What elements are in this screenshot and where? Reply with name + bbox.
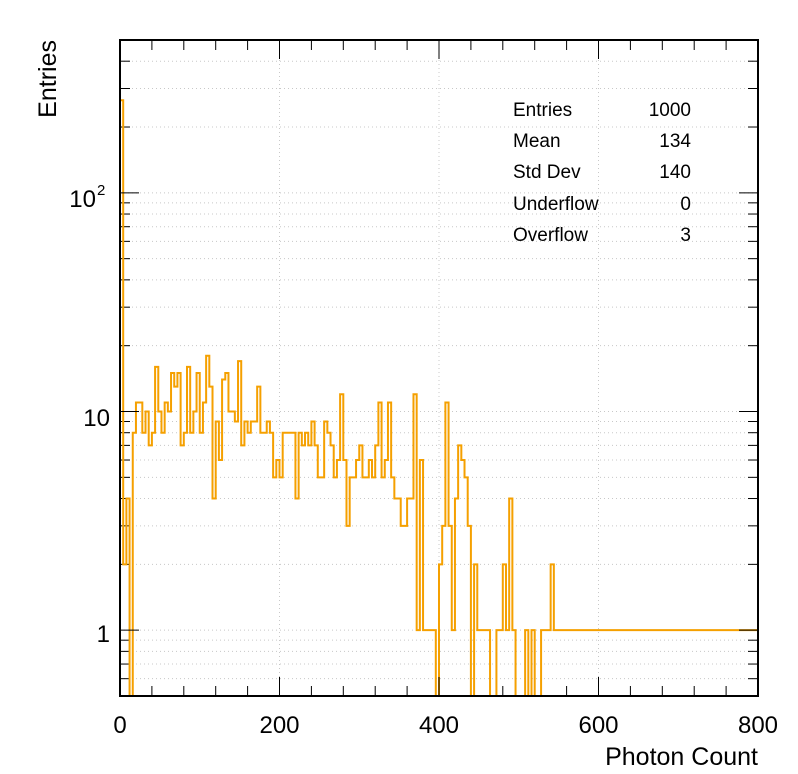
minor-ticks <box>120 39 758 697</box>
y-axis-title: Entries <box>34 40 62 118</box>
y-tick-label: 10 <box>83 405 110 432</box>
major-ticks <box>119 40 759 696</box>
histogram-line <box>119 99 758 697</box>
stats-label: Std Dev <box>513 162 581 183</box>
stats-label: Mean <box>513 131 561 152</box>
stats-value: 134 <box>659 131 691 152</box>
stats-label: Overflow <box>513 225 588 246</box>
x-tick-label: 0 <box>113 712 126 739</box>
stats-value: 3 <box>680 225 691 246</box>
stats-value: 140 <box>659 162 691 183</box>
stats-label: Underflow <box>513 194 599 215</box>
x-tick-label: 800 <box>738 712 778 739</box>
stats-value: 0 <box>680 194 691 215</box>
y-tick-exponent: 2 <box>97 182 105 199</box>
x-tick-label: 200 <box>259 712 299 739</box>
stats-value: 1000 <box>649 100 691 121</box>
y-tick-label: 1 <box>97 621 110 648</box>
grid <box>120 39 758 697</box>
x-axis-title: Photon Count <box>605 743 758 771</box>
stats-box: Entries 1000 Mean 134 Std Dev 140 Underf… <box>513 100 691 246</box>
stats-label: Entries <box>513 100 572 121</box>
y-tick-label: 10 <box>69 186 96 213</box>
x-tick-label: 600 <box>578 712 618 739</box>
x-tick-label: 400 <box>419 712 459 739</box>
